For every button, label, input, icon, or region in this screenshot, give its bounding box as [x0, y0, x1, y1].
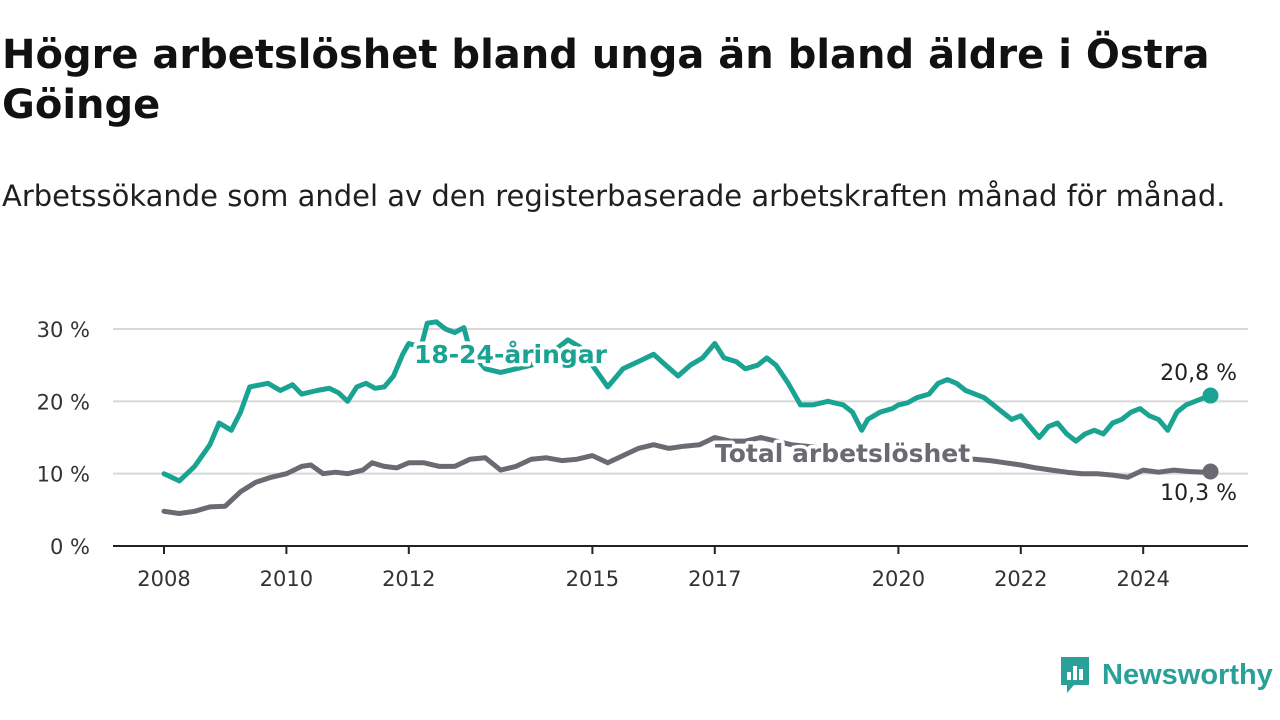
newsworthy-logo-icon — [1061, 657, 1089, 693]
x-tick-label: 2012 — [382, 567, 435, 591]
y-tick-label: 0 % — [50, 535, 90, 559]
brand-name: Newsworthy — [1102, 658, 1273, 691]
x-tick-label: 2024 — [1116, 567, 1169, 591]
x-tick-label: 2015 — [566, 567, 619, 591]
y-tick-label: 10 % — [37, 463, 90, 487]
series-line-18-24 — [161, 319, 1213, 484]
series-label-total: Total arbetslöshet — [715, 439, 970, 468]
series-line-total — [161, 435, 1213, 516]
y-tick-label: 20 % — [37, 390, 90, 414]
chart-subtitle: Arbetssökande som andel av den registerb… — [2, 179, 1226, 213]
chart-title: Högre arbetslöshet bland unga än bland ä… — [2, 32, 1210, 128]
x-tick-label: 2010 — [260, 567, 313, 591]
newsworthy-brand: Newsworthy — [1058, 654, 1273, 696]
x-tick-label: 2020 — [872, 567, 925, 591]
x-tick-label: 2022 — [994, 567, 1047, 591]
x-tick-label: 2008 — [137, 567, 190, 591]
y-tick-label: 30 % — [37, 318, 90, 342]
end-label-18-24: 20,8 % — [1160, 361, 1237, 386]
end-label-total: 10,3 % — [1160, 481, 1237, 506]
end-dot-total — [1202, 463, 1219, 480]
series-label-18-24: 18-24-åringar — [414, 340, 608, 369]
end-dot-18-24 — [1202, 387, 1219, 404]
x-tick-label: 2017 — [688, 567, 741, 591]
